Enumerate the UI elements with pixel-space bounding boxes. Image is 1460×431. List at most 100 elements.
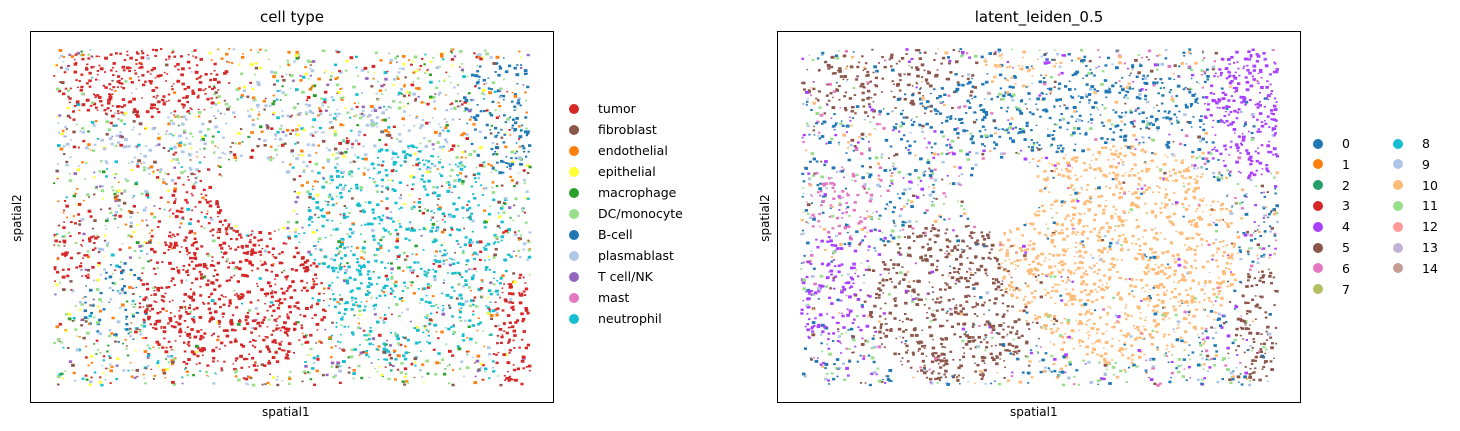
scatter-point: [1133, 174, 1137, 177]
scatter-point: [1205, 327, 1208, 330]
scatter-point: [859, 328, 863, 332]
scatter-point: [434, 270, 438, 273]
scatter-point: [239, 154, 243, 157]
scatter-point: [433, 164, 437, 167]
scatter-point: [922, 174, 926, 177]
scatter-point: [1169, 298, 1172, 300]
scatter-point: [162, 102, 166, 106]
scatter-point: [1254, 359, 1257, 362]
scatter-point: [207, 296, 211, 298]
scatter-point: [268, 359, 270, 362]
scatter-point: [1182, 275, 1186, 279]
scatter-point: [494, 150, 497, 153]
scatter-point: [120, 111, 123, 114]
scatter-point: [479, 362, 483, 366]
scatter-point: [428, 167, 432, 170]
scatter-point: [433, 130, 438, 134]
scatter-point: [436, 141, 440, 144]
scatter-point: [1202, 123, 1205, 125]
scatter-point: [468, 319, 472, 322]
scatter-point: [211, 228, 215, 231]
scatter-point: [1052, 176, 1055, 179]
scatter-point: [473, 381, 478, 385]
scatter-point: [368, 342, 372, 346]
scatter-point: [157, 133, 160, 135]
scatter-point: [210, 59, 213, 61]
scatter-point: [349, 56, 354, 60]
scatter-point: [417, 201, 422, 204]
scatter-point: [1061, 54, 1065, 57]
scatter-point: [54, 239, 58, 243]
scatter-point: [315, 193, 320, 197]
scatter-point: [254, 62, 258, 65]
scatter-point: [381, 119, 384, 122]
scatter-point: [320, 282, 323, 285]
scatter-point: [413, 376, 416, 379]
scatter-point: [160, 327, 163, 329]
scatter-point: [375, 116, 379, 119]
scatter-point: [189, 304, 192, 306]
scatter-point: [352, 372, 356, 375]
scatter-point: [152, 346, 155, 349]
scatter-point: [67, 65, 69, 67]
scatter-point: [493, 168, 497, 171]
scatter-point: [446, 365, 449, 367]
scatter-point: [210, 218, 214, 221]
legend-item: endothelial: [569, 143, 668, 158]
scatter-point: [87, 209, 92, 213]
scatter-point: [266, 381, 270, 384]
scatter-point: [270, 292, 274, 295]
scatter-point: [217, 215, 219, 218]
scatter-point: [286, 59, 290, 62]
scatter-point: [356, 156, 360, 159]
scatter-point: [469, 217, 473, 221]
scatter-point: [110, 264, 112, 266]
scatter-point: [906, 349, 909, 351]
scatter-point: [199, 75, 203, 77]
scatter-point: [142, 298, 146, 301]
scatter-point: [1025, 311, 1029, 314]
scatter-point: [317, 237, 322, 241]
scatter-point: [271, 290, 274, 292]
scatter-point: [830, 65, 834, 69]
scatter-point: [173, 201, 176, 204]
scatter-point: [494, 247, 498, 251]
scatter-point: [121, 287, 124, 290]
scatter-point: [1088, 102, 1090, 104]
scatter-point: [425, 359, 429, 363]
scatter-point: [1229, 301, 1232, 303]
scatter-point: [202, 89, 205, 92]
scatter-point: [186, 249, 189, 251]
scatter-point: [1226, 368, 1231, 371]
scatter-point: [1197, 233, 1200, 236]
scatter-point: [293, 305, 297, 308]
scatter-point: [458, 302, 462, 306]
scatter-point: [64, 253, 68, 256]
scatter-point: [145, 367, 148, 370]
scatter-point: [448, 183, 451, 186]
scatter-point: [76, 103, 81, 107]
scatter-point: [136, 52, 140, 55]
scatter-point: [249, 49, 252, 51]
scatter-point: [1272, 208, 1276, 211]
scatter-point: [368, 377, 371, 379]
scatter-point: [1094, 168, 1097, 170]
scatter-point: [293, 289, 297, 292]
scatter-point: [54, 293, 57, 296]
scatter-point: [1239, 334, 1242, 337]
scatter-point: [1130, 277, 1134, 281]
scatter-point: [132, 287, 134, 289]
scatter-point: [305, 164, 308, 167]
scatter-point: [225, 230, 228, 232]
scatter-point: [1030, 139, 1033, 141]
scatter-point: [342, 138, 345, 141]
scatter-point: [399, 343, 403, 346]
scatter-point: [195, 344, 199, 348]
scatter-point: [451, 383, 455, 387]
scatter-point: [458, 181, 460, 183]
scatter-point: [827, 379, 830, 382]
scatter-point: [340, 98, 344, 101]
scatter-point: [98, 380, 102, 384]
scatter-point: [68, 360, 73, 363]
scatter-point: [62, 226, 66, 229]
